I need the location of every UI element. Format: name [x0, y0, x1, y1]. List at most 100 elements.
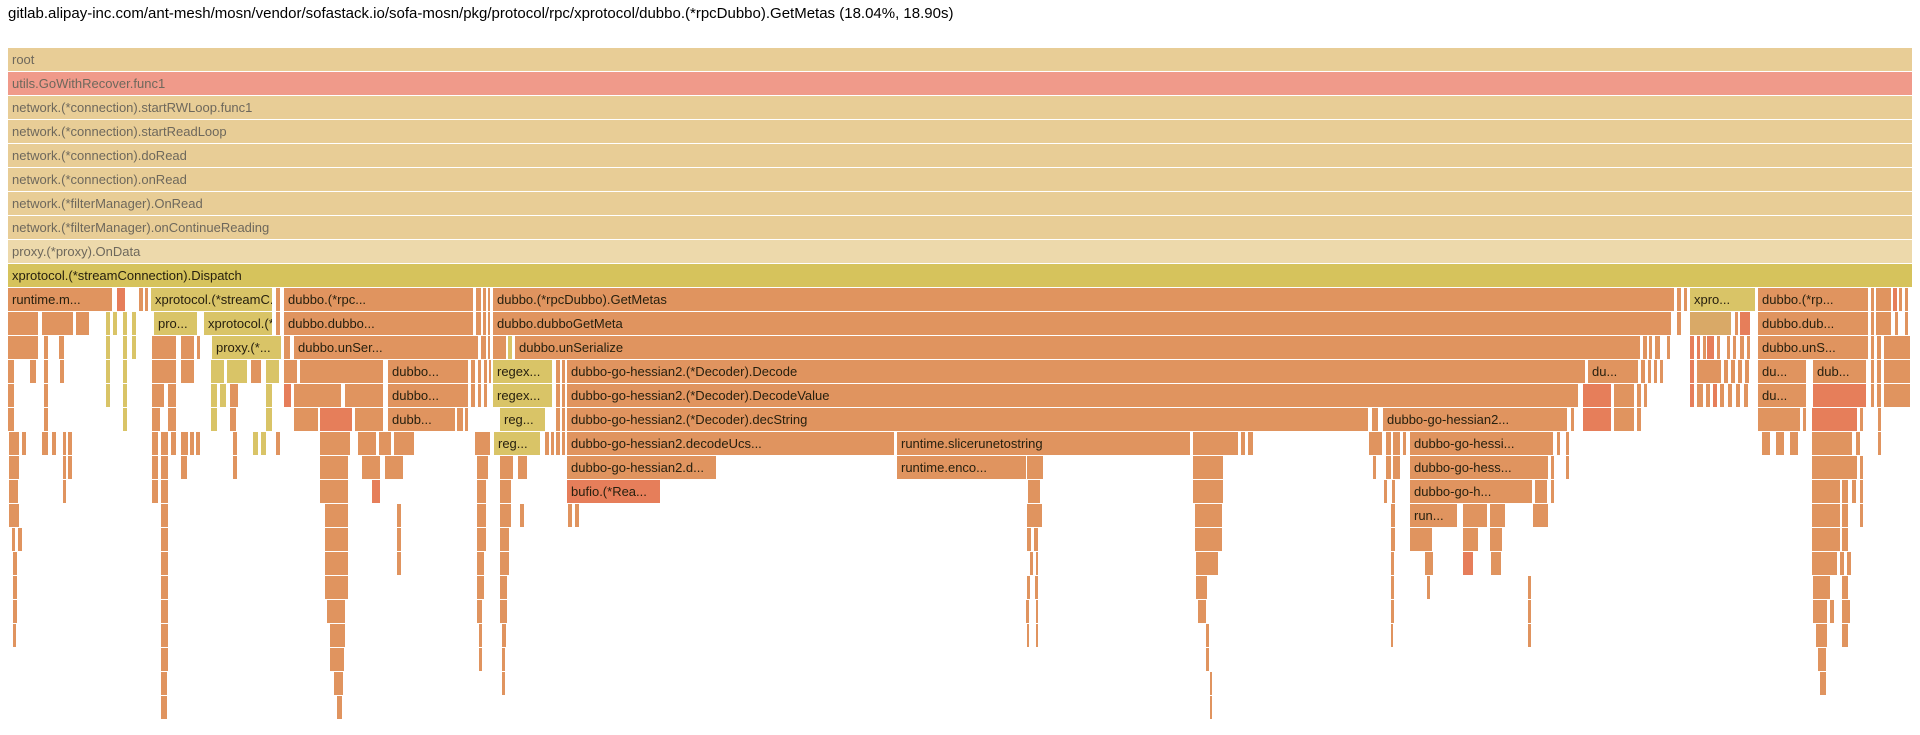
flame-frame[interactable]	[330, 624, 345, 647]
flame-frame[interactable]	[1758, 408, 1800, 431]
flame-frame[interactable]	[161, 456, 168, 479]
flame-frame[interactable]	[1528, 600, 1531, 623]
flame-frame[interactable]	[1812, 552, 1837, 575]
flame-frame[interactable]	[1697, 360, 1721, 383]
flame-frame[interactable]	[1403, 432, 1406, 455]
flame-frame[interactable]	[233, 456, 237, 479]
flame-frame[interactable]	[1728, 384, 1732, 407]
flame-frame[interactable]: network.(*connection).doRead	[8, 144, 1912, 167]
flame-frame[interactable]	[1533, 504, 1548, 527]
flame-frame[interactable]	[1036, 624, 1038, 647]
flame-frame[interactable]	[575, 504, 579, 527]
flame-frame[interactable]	[518, 456, 527, 479]
flame-frame[interactable]	[251, 360, 261, 383]
flame-frame[interactable]	[9, 456, 19, 479]
flame-frame[interactable]	[1655, 336, 1660, 359]
flame-frame[interactable]	[1842, 600, 1850, 623]
flame-frame[interactable]	[484, 384, 487, 407]
flame-frame[interactable]	[161, 528, 168, 551]
flame-frame[interactable]: bufio.(*Rea...	[567, 480, 660, 503]
flame-frame[interactable]	[59, 336, 64, 359]
flame-frame[interactable]	[227, 360, 247, 383]
flame-frame[interactable]	[562, 384, 565, 407]
flame-frame[interactable]	[44, 384, 48, 407]
flame-frame[interactable]	[1847, 552, 1851, 575]
flame-frame[interactable]	[1641, 360, 1645, 383]
flame-frame[interactable]	[161, 552, 168, 575]
flame-frame[interactable]	[60, 360, 64, 383]
flame-frame[interactable]	[1877, 360, 1881, 383]
flame-frame[interactable]	[477, 600, 482, 623]
flame-frame[interactable]: dubbo.dub...	[1758, 312, 1868, 335]
flame-frame[interactable]	[320, 456, 348, 479]
flame-frame[interactable]: run...	[1410, 504, 1457, 527]
flame-frame[interactable]	[1391, 552, 1394, 575]
flame-frame[interactable]: regex...	[493, 360, 552, 383]
flame-frame[interactable]	[266, 408, 272, 431]
flame-frame[interactable]	[1803, 408, 1806, 431]
flame-frame[interactable]	[284, 384, 291, 407]
flame-frame[interactable]	[345, 384, 383, 407]
flame-frame[interactable]: network.(*connection).startRWLoop.func1	[8, 96, 1912, 119]
flame-frame[interactable]	[1027, 528, 1031, 551]
flame-frame[interactable]	[1697, 336, 1700, 359]
flame-frame[interactable]	[161, 504, 168, 527]
flame-frame[interactable]	[355, 408, 383, 431]
flame-frame[interactable]	[476, 312, 481, 335]
flame-frame[interactable]	[465, 408, 468, 431]
flame-frame[interactable]	[230, 384, 238, 407]
flame-frame[interactable]	[1660, 360, 1663, 383]
flame-frame[interactable]: dubbo.(*rp...	[1758, 288, 1868, 311]
flame-frame[interactable]	[1812, 480, 1840, 503]
flame-frame[interactable]	[68, 456, 72, 479]
flame-frame[interactable]	[63, 432, 66, 455]
flame-frame[interactable]	[508, 336, 512, 359]
flame-frame[interactable]	[1196, 552, 1218, 575]
flame-frame[interactable]	[325, 528, 348, 551]
flame-frame[interactable]	[1820, 672, 1826, 695]
flame-frame[interactable]	[284, 360, 297, 383]
flame-frame[interactable]	[1735, 312, 1738, 335]
flame-frame[interactable]	[266, 384, 272, 407]
flame-frame[interactable]: dubbo.unSer...	[294, 336, 478, 359]
flame-frame[interactable]	[568, 504, 572, 527]
flame-frame[interactable]: network.(*filterManager).OnRead	[8, 192, 1912, 215]
flame-frame[interactable]	[1713, 384, 1717, 407]
flame-frame[interactable]	[1812, 504, 1840, 527]
flame-frame[interactable]	[13, 600, 17, 623]
flame-frame[interactable]	[1583, 408, 1611, 431]
flame-frame[interactable]	[551, 432, 554, 455]
flame-frame[interactable]	[1193, 432, 1238, 455]
flame-frame[interactable]	[1738, 360, 1742, 383]
flame-frame[interactable]	[1690, 312, 1731, 335]
flame-frame[interactable]	[1813, 600, 1827, 623]
flame-frame[interactable]	[483, 288, 486, 311]
flame-frame[interactable]	[8, 336, 38, 359]
flame-frame[interactable]: reg...	[494, 432, 540, 455]
flame-frame[interactable]	[1895, 312, 1898, 335]
flame-frame[interactable]	[500, 576, 507, 599]
flame-frame[interactable]	[161, 480, 168, 503]
flame-frame[interactable]: pro...	[154, 312, 197, 335]
flame-frame[interactable]: dubbo-go-hessian2...	[1383, 408, 1567, 431]
flame-frame[interactable]: xprotocol.(*streamC...	[151, 288, 272, 311]
flame-frame[interactable]	[1744, 384, 1748, 407]
flame-frame[interactable]: dub...	[1813, 360, 1866, 383]
flame-frame[interactable]	[1030, 552, 1033, 575]
flame-frame[interactable]	[1391, 600, 1394, 623]
flame-frame[interactable]	[1644, 384, 1647, 407]
flame-frame[interactable]: du...	[1588, 360, 1638, 383]
flame-frame[interactable]	[1884, 384, 1910, 407]
flame-frame[interactable]	[106, 360, 110, 383]
flame-frame[interactable]	[1899, 288, 1902, 311]
flame-frame[interactable]	[1871, 384, 1874, 407]
flame-frame[interactable]	[1690, 336, 1694, 359]
flame-frame[interactable]	[1373, 456, 1376, 479]
flame-frame[interactable]	[1369, 432, 1382, 455]
flame-frame[interactable]	[1860, 504, 1863, 527]
flame-frame[interactable]	[161, 600, 168, 623]
flame-frame[interactable]	[483, 312, 486, 335]
flame-frame[interactable]	[1762, 432, 1770, 455]
flame-frame[interactable]	[1860, 480, 1863, 503]
flame-frame[interactable]	[358, 432, 376, 455]
